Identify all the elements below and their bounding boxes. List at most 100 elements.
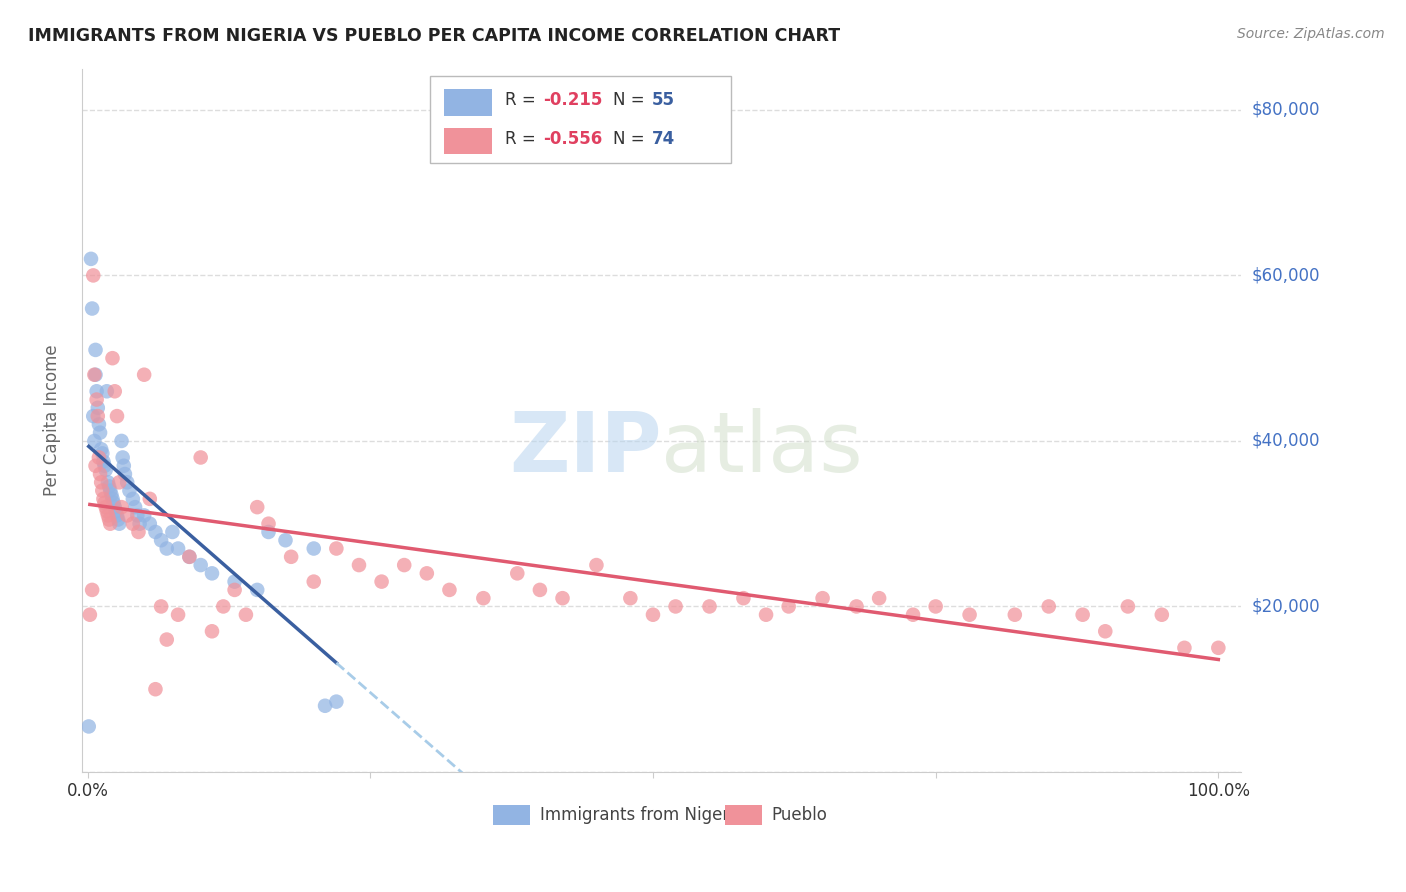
Point [811,591,834,606]
Point [924,599,946,614]
Point [845,599,868,614]
Point [145,524,167,539]
Point [110,500,132,515]
Point [104,384,127,399]
Point [145,682,167,697]
Point [139,491,162,506]
Point [121,491,143,506]
Point [104,500,127,515]
Text: $40,000: $40,000 [1253,432,1320,450]
Bar [443,128,492,154]
Point [84,368,107,382]
Point [82,268,104,283]
Point [87,417,110,432]
Point [733,591,755,606]
Point [551,591,574,606]
Point [97,475,120,490]
Text: -0.556: -0.556 [543,130,603,148]
Text: N =: N = [613,91,650,109]
Point [124,500,146,515]
Point [1173,640,1195,655]
Point [84,343,107,357]
Point [93,455,115,469]
Point [90,475,112,490]
Point [98,483,121,498]
Point [302,541,325,556]
Point [105,508,128,523]
Point [82,582,104,597]
Point [93,496,115,510]
Point [87,450,110,465]
Bar [494,805,530,825]
Point [755,607,778,622]
Point [100,488,122,502]
Point [94,500,117,515]
Point [959,607,981,622]
Point [82,409,104,423]
Point [274,533,297,548]
Point [246,500,269,515]
Point [83,434,105,448]
Point [79,607,101,622]
Point [224,574,246,589]
Point [127,524,149,539]
Text: Source: ZipAtlas.com: Source: ZipAtlas.com [1237,27,1385,41]
Point [665,599,688,614]
Point [347,558,370,572]
Point [472,591,495,606]
Point [101,491,124,506]
Point [87,401,110,415]
Point [97,508,120,523]
Point [98,479,121,493]
Point [201,566,224,581]
Point [1038,599,1060,614]
Text: R =: R = [505,130,541,148]
Point [91,446,114,460]
Point [201,624,224,639]
Point [114,467,136,481]
Text: ZIP: ZIP [509,408,661,489]
Point [77,719,100,733]
Point [150,533,173,548]
Point [94,463,117,477]
Point [128,516,150,531]
Point [84,458,107,473]
Point [325,541,347,556]
Point [90,442,112,457]
Point [107,512,129,526]
Y-axis label: Per Capita Income: Per Capita Income [44,344,60,496]
Point [105,409,128,423]
Point [103,496,125,510]
Point [179,549,201,564]
Point [112,458,135,473]
Point [370,574,392,589]
Text: $20,000: $20,000 [1253,598,1320,615]
Text: 74: 74 [652,130,675,148]
Point [80,252,103,266]
Point [121,516,143,531]
Point [93,458,115,473]
Text: N =: N = [613,130,650,148]
Point [83,368,105,382]
Point [156,541,179,556]
Point [778,599,800,614]
Point [108,475,131,490]
Point [98,516,121,531]
Point [167,541,190,556]
Point [82,301,104,316]
Point [162,524,184,539]
Text: IMMIGRANTS FROM NIGERIA VS PUEBLO PER CAPITA INCOME CORRELATION CHART: IMMIGRANTS FROM NIGERIA VS PUEBLO PER CA… [28,27,841,45]
Bar [725,805,762,825]
Point [280,549,302,564]
Point [115,475,138,490]
Point [439,582,461,597]
Point [111,450,134,465]
Point [108,516,131,531]
Point [699,599,721,614]
Point [224,582,246,597]
Point [98,512,121,526]
Point [1004,607,1026,622]
Point [257,524,280,539]
Point [506,566,529,581]
Text: Immigrants from Nigeria: Immigrants from Nigeria [540,805,744,824]
